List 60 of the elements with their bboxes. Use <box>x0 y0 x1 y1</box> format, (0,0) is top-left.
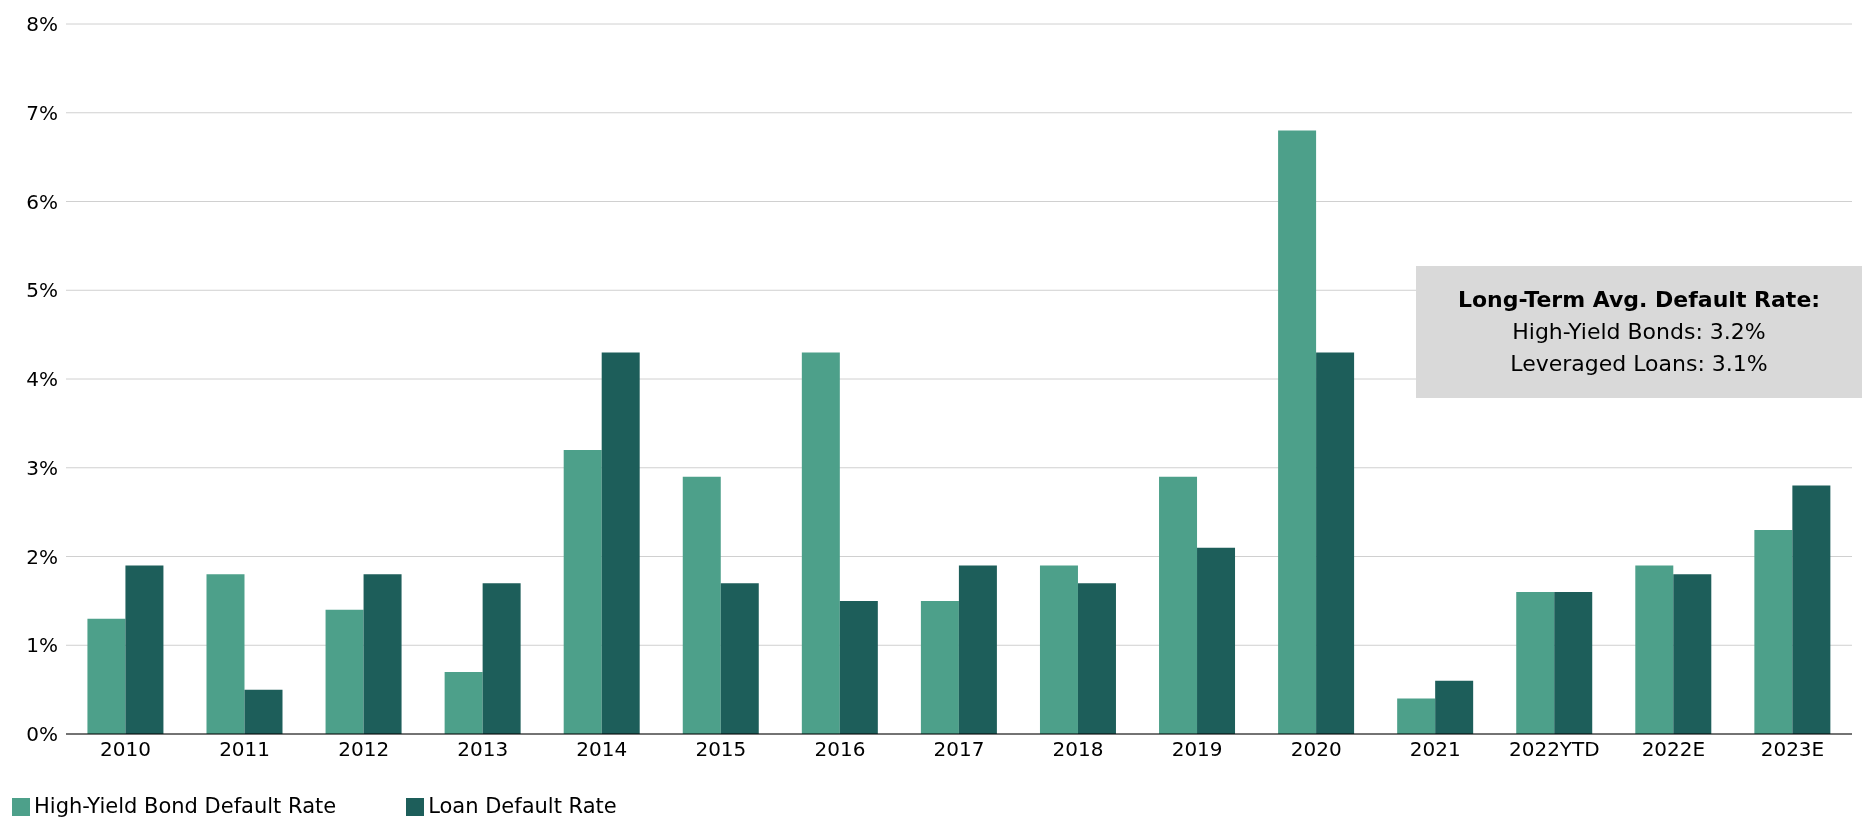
y-tick-label: 7% <box>26 100 58 125</box>
bar <box>1039 565 1078 734</box>
x-tick-label: 2016 <box>814 737 866 762</box>
bar <box>1673 574 1712 734</box>
bar <box>839 600 878 734</box>
x-tick-label: 2022E <box>1641 737 1706 762</box>
bar <box>206 574 245 734</box>
x-tick-label: 2019 <box>1171 737 1223 762</box>
annotation: Leveraged Loans: 3.1% <box>1509 350 1769 378</box>
x-tick-label: 2015 <box>695 737 747 762</box>
bar <box>1554 592 1593 734</box>
y-tick-label: 2% <box>26 544 58 569</box>
bar <box>1397 698 1436 734</box>
legend-label: Loan Default Rate <box>428 794 617 818</box>
bar <box>601 352 640 734</box>
bar <box>1077 583 1116 734</box>
y-tick-label: 0% <box>26 722 58 747</box>
bar <box>87 618 126 734</box>
bar <box>1516 592 1555 734</box>
annotation: High-Yield Bonds: 3.2% <box>1511 318 1767 346</box>
bar <box>1316 352 1355 734</box>
y-tick-label: 8% <box>26 12 58 37</box>
legend-label: High-Yield Bond Default Rate <box>34 794 337 818</box>
x-tick-label: 2021 <box>1409 737 1461 762</box>
x-tick-label: 2022YTD <box>1508 737 1600 762</box>
x-tick-label: 2010 <box>100 737 151 762</box>
x-tick-label: 2014 <box>576 737 628 762</box>
y-tick-label: 5% <box>26 278 58 303</box>
x-tick-label: 2013 <box>457 737 509 762</box>
annotation: Long-Term Avg. Default Rate: <box>1456 286 1822 314</box>
bar <box>1159 476 1198 734</box>
x-tick-label: 2020 <box>1290 737 1342 762</box>
x-tick-label: 2017 <box>933 737 985 762</box>
bar <box>482 583 521 734</box>
bar <box>920 600 959 734</box>
bar <box>801 352 840 734</box>
y-tick-label: 4% <box>26 367 58 392</box>
bar <box>1792 485 1831 734</box>
bar <box>1435 680 1474 734</box>
bar <box>1754 529 1793 734</box>
bar <box>444 671 483 734</box>
y-tick-label: 6% <box>26 189 58 214</box>
y-tick-label: 1% <box>26 633 58 658</box>
y-tick-label: 3% <box>26 455 58 480</box>
bar <box>325 609 364 734</box>
x-tick-label: 2011 <box>219 737 271 762</box>
bar <box>125 565 164 734</box>
bar <box>1197 547 1236 734</box>
x-tick-label: 2018 <box>1052 737 1104 762</box>
x-tick-label: 2023E <box>1760 737 1825 762</box>
bar <box>958 565 997 734</box>
bar <box>1278 130 1317 734</box>
bar <box>720 583 759 734</box>
bar <box>682 476 721 734</box>
x-tick-label: 2012 <box>338 737 390 762</box>
bar <box>563 450 602 734</box>
bar <box>363 574 402 734</box>
bar <box>1635 565 1674 734</box>
note-box: Long-Term Avg. Default Rate: High-Yield Bonds: 3.2% Leveraged Loans: 3.1% <box>1416 266 1862 398</box>
bar <box>244 689 283 734</box>
